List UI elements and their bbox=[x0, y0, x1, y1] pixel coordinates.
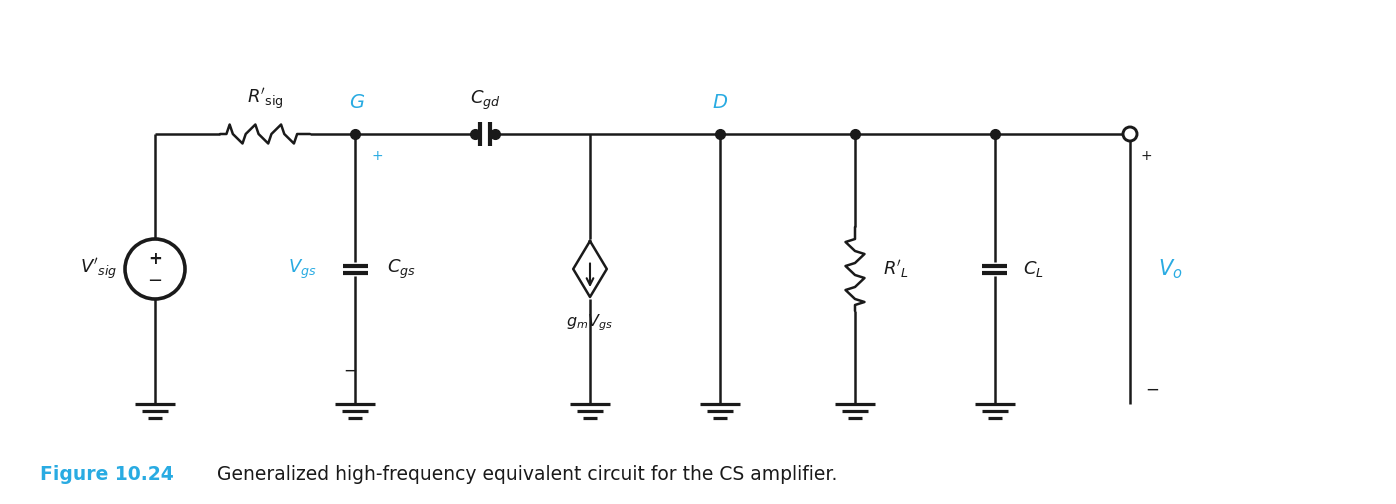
Text: $V'_{sig}$: $V'_{sig}$ bbox=[80, 257, 117, 282]
Text: $D$: $D$ bbox=[712, 93, 729, 112]
Text: $C_{gd}$: $C_{gd}$ bbox=[469, 89, 500, 112]
Text: $V_{gs}$: $V_{gs}$ bbox=[289, 258, 317, 281]
Text: $C_{gs}$: $C_{gs}$ bbox=[387, 258, 416, 281]
Text: $+$: $+$ bbox=[1141, 149, 1152, 163]
Text: +: + bbox=[148, 250, 162, 268]
Text: Figure 10.24: Figure 10.24 bbox=[40, 465, 173, 483]
Text: $g_m V_{gs}$: $g_m V_{gs}$ bbox=[567, 312, 614, 333]
Text: $C_L$: $C_L$ bbox=[1023, 259, 1044, 279]
Text: $-$: $-$ bbox=[343, 361, 357, 379]
Text: $-$: $-$ bbox=[148, 270, 162, 288]
Text: $R'_{\rm sig}$: $R'_{\rm sig}$ bbox=[247, 87, 283, 112]
Text: Generalized high-frequency equivalent circuit for the CS amplifier.: Generalized high-frequency equivalent ci… bbox=[205, 465, 838, 483]
Text: $G$: $G$ bbox=[349, 93, 366, 112]
Text: $-$: $-$ bbox=[1145, 380, 1159, 398]
Text: $V_o$: $V_o$ bbox=[1159, 257, 1182, 281]
Text: $+$: $+$ bbox=[371, 149, 383, 163]
Text: $R'_L$: $R'_L$ bbox=[884, 258, 909, 280]
